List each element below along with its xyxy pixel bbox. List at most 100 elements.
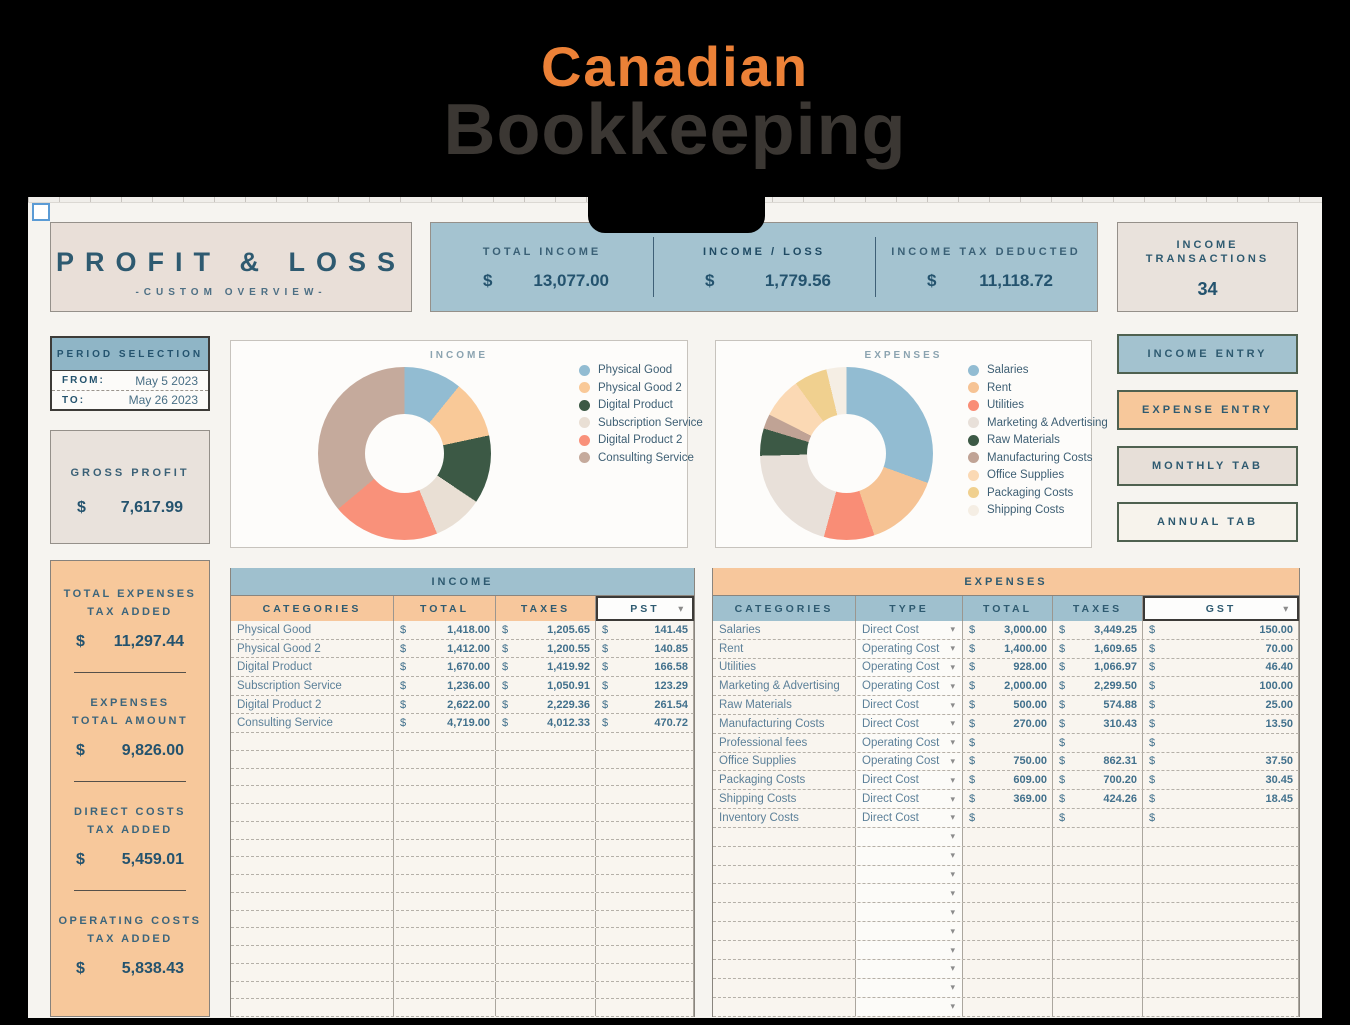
type-dropdown-cell[interactable]: Operating Cost ▾	[856, 658, 963, 677]
empty-cell[interactable]	[713, 903, 856, 922]
empty-cell[interactable]	[713, 827, 856, 846]
money-cell[interactable]: $100.00	[1143, 677, 1299, 696]
empty-cell[interactable]	[1053, 865, 1143, 884]
empty-cell[interactable]	[713, 846, 856, 865]
empty-cell[interactable]	[713, 997, 856, 1016]
empty-cell[interactable]	[394, 857, 496, 875]
empty-cell[interactable]	[496, 981, 596, 999]
empty-cell[interactable]	[231, 910, 394, 928]
money-cell[interactable]: $2,000.00	[963, 677, 1053, 696]
empty-cell[interactable]	[496, 768, 596, 786]
empty-cell[interactable]	[596, 999, 694, 1017]
period-date-value[interactable]: May 26 2023	[128, 393, 198, 407]
money-cell[interactable]: $37.50	[1143, 752, 1299, 771]
empty-cell[interactable]	[1143, 903, 1299, 922]
empty-cell[interactable]	[1053, 941, 1143, 959]
empty-cell[interactable]	[1143, 846, 1299, 865]
empty-cell[interactable]	[231, 875, 394, 892]
empty-cell[interactable]	[394, 839, 496, 857]
category-cell[interactable]: Consulting Service	[231, 714, 394, 733]
empty-cell[interactable]	[596, 875, 694, 892]
money-cell[interactable]: $2,229.36	[496, 695, 596, 714]
empty-cell[interactable]	[596, 857, 694, 875]
category-cell[interactable]: Manufacturing Costs	[713, 714, 856, 733]
money-cell[interactable]: $3,449.25	[1053, 621, 1143, 639]
empty-cell[interactable]	[394, 875, 496, 892]
empty-cell[interactable]	[231, 857, 394, 875]
category-cell[interactable]: Physical Good	[231, 621, 394, 639]
category-cell[interactable]: Subscription Service	[231, 677, 394, 695]
category-cell[interactable]: Packaging Costs	[713, 771, 856, 790]
money-cell[interactable]: $30.45	[1143, 771, 1299, 790]
empty-cell[interactable]	[963, 846, 1053, 865]
empty-cell[interactable]	[394, 910, 496, 928]
money-cell[interactable]: $	[1053, 808, 1143, 827]
empty-cell[interactable]	[496, 733, 596, 750]
money-cell[interactable]: $1,419.92	[496, 658, 596, 677]
category-cell[interactable]: Salaries	[713, 621, 856, 639]
empty-cell[interactable]	[963, 922, 1053, 941]
type-dropdown-cell[interactable]: Operating Cost ▾	[856, 677, 963, 696]
money-cell[interactable]: $70.00	[1143, 639, 1299, 658]
period-date-value[interactable]: May 5 2023	[135, 373, 198, 388]
empty-cell[interactable]	[394, 963, 496, 981]
empty-cell[interactable]	[596, 821, 694, 839]
empty-cell[interactable]	[231, 999, 394, 1017]
empty-cell[interactable]	[1143, 922, 1299, 941]
empty-cell[interactable]	[596, 892, 694, 910]
money-cell[interactable]: $166.58	[596, 658, 694, 677]
type-dropdown-cell[interactable]: ▾	[856, 846, 963, 865]
type-dropdown-cell[interactable]: ▾	[856, 865, 963, 884]
empty-cell[interactable]	[231, 981, 394, 999]
empty-cell[interactable]	[1053, 922, 1143, 941]
empty-cell[interactable]	[713, 922, 856, 941]
money-cell[interactable]: $2,622.00	[394, 695, 496, 714]
category-cell[interactable]: Professional fees	[713, 733, 856, 752]
money-cell[interactable]: $1,205.65	[496, 621, 596, 639]
empty-cell[interactable]	[1053, 884, 1143, 903]
category-cell[interactable]: Inventory Costs	[713, 808, 856, 827]
empty-cell[interactable]	[596, 946, 694, 963]
empty-cell[interactable]	[394, 768, 496, 786]
category-cell[interactable]: Raw Materials	[713, 696, 856, 714]
money-cell[interactable]: $4,719.00	[394, 714, 496, 733]
empty-cell[interactable]	[231, 839, 394, 857]
money-cell[interactable]: $609.00	[963, 771, 1053, 790]
empty-cell[interactable]	[596, 733, 694, 750]
empty-cell[interactable]	[596, 768, 694, 786]
empty-cell[interactable]	[963, 884, 1053, 903]
type-dropdown-cell[interactable]: Direct Cost ▾	[856, 714, 963, 733]
money-cell[interactable]: $123.29	[596, 677, 694, 695]
empty-cell[interactable]	[394, 750, 496, 768]
empty-cell[interactable]	[596, 786, 694, 804]
button-monthly-tab[interactable]: MONTHLY TAB	[1117, 446, 1298, 486]
money-cell[interactable]: $1,609.65	[1053, 639, 1143, 658]
category-cell[interactable]: Digital Product	[231, 658, 394, 677]
empty-cell[interactable]	[231, 892, 394, 910]
money-cell[interactable]: $928.00	[963, 658, 1053, 677]
empty-cell[interactable]	[496, 821, 596, 839]
money-cell[interactable]: $4,012.33	[496, 714, 596, 733]
money-cell[interactable]: $1,050.91	[496, 677, 596, 695]
empty-cell[interactable]	[963, 978, 1053, 997]
empty-cell[interactable]	[496, 839, 596, 857]
empty-cell[interactable]	[596, 750, 694, 768]
type-dropdown-cell[interactable]: Operating Cost ▾	[856, 733, 963, 752]
type-dropdown-cell[interactable]: Direct Cost ▾	[856, 790, 963, 808]
type-dropdown-cell[interactable]: Direct Cost ▾	[856, 771, 963, 790]
money-cell[interactable]: $3,000.00	[963, 621, 1053, 639]
money-cell[interactable]: $25.00	[1143, 696, 1299, 714]
money-cell[interactable]: $1,236.00	[394, 677, 496, 695]
empty-cell[interactable]	[1143, 865, 1299, 884]
empty-cell[interactable]	[496, 786, 596, 804]
type-dropdown-cell[interactable]: ▾	[856, 960, 963, 978]
empty-cell[interactable]	[394, 892, 496, 910]
empty-cell[interactable]	[231, 786, 394, 804]
empty-cell[interactable]	[1053, 960, 1143, 978]
money-cell[interactable]: $700.20	[1053, 771, 1143, 790]
empty-cell[interactable]	[394, 733, 496, 750]
money-cell[interactable]: $1,418.00	[394, 621, 496, 639]
empty-cell[interactable]	[496, 963, 596, 981]
empty-cell[interactable]	[231, 768, 394, 786]
money-cell[interactable]: $424.26	[1053, 790, 1143, 808]
